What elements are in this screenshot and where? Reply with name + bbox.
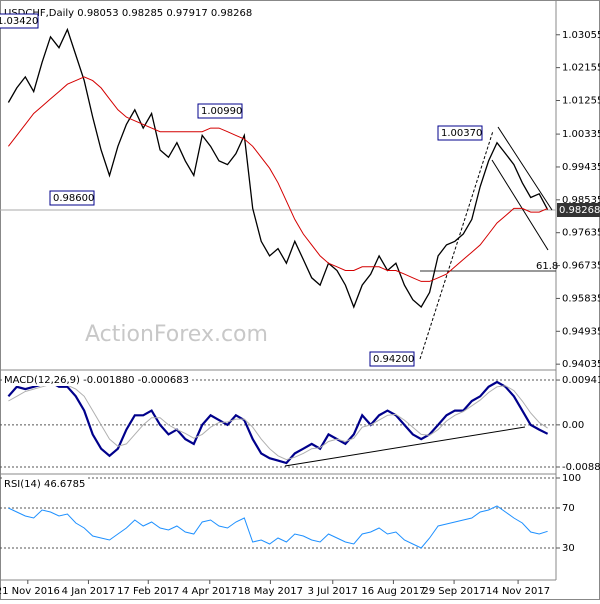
x-tick-label: 3 Jul 2017 — [308, 586, 358, 597]
annotation: 61.8 — [536, 261, 558, 272]
annotation: 1.00370 — [441, 128, 482, 139]
y-tick-label: 0.00 — [562, 420, 584, 431]
y-tick-label: 0.96735 — [562, 261, 600, 272]
y-tick-label: 0.95835 — [562, 293, 600, 304]
y-tick-label: -0.008852 — [562, 462, 600, 473]
title-bg — [2, 373, 191, 386]
y-tick-label: 0.98535 — [562, 195, 600, 206]
watermark: ActionForex.com — [85, 322, 268, 347]
title-bg — [2, 6, 259, 19]
title-bg — [2, 477, 88, 490]
x-tick-label: 18 May 2017 — [238, 586, 303, 597]
y-tick-label: 0.94035 — [562, 359, 600, 370]
last-price: 0.98268 — [559, 205, 600, 216]
annotation: 1.00990 — [201, 106, 242, 117]
annotation-box — [49, 190, 95, 206]
x-tick-label: 21 Nov 2016 — [0, 586, 60, 597]
annotation: 0.98600 — [53, 193, 94, 204]
series-line — [8, 76, 548, 282]
panel-title: MACD(12,26,9) -0.001880 -0.000683 — [4, 375, 189, 386]
y-tick-label: 0.99435 — [562, 162, 600, 173]
channel-line — [491, 159, 549, 251]
panel-title: RSI(14) 46.6785 — [4, 479, 85, 490]
annotation: 1.03420 — [0, 16, 38, 27]
x-tick-label: 14 Nov 2017 — [486, 586, 550, 597]
series-line — [7, 27, 549, 309]
series-line — [8, 383, 548, 461]
macd-trend-line — [284, 426, 526, 467]
series-line — [8, 505, 548, 549]
x-tick-label: 29 Sep 2017 — [422, 586, 485, 597]
annotation-box — [369, 351, 415, 367]
y-tick-label: 100 — [562, 473, 581, 484]
y-tick-label: 0.009411 — [562, 375, 600, 386]
y-tick-label: 1.02155 — [562, 63, 600, 74]
y-tick-label: 1.00335 — [562, 129, 600, 140]
y-tick-label: 70 — [562, 503, 575, 514]
x-tick-label: 4 Jan 2017 — [62, 586, 116, 597]
annotation-box — [197, 103, 243, 119]
y-tick-label: 30 — [562, 543, 575, 554]
y-tick-label: 0.94935 — [562, 326, 600, 337]
x-tick-label: 16 Aug 2017 — [361, 586, 425, 597]
y-tick-label: 1.03055 — [562, 30, 600, 41]
x-tick-label: 17 Feb 2017 — [117, 586, 179, 597]
last-price-box — [557, 203, 600, 217]
x-tick-label: 4 Apr 2017 — [182, 586, 237, 597]
annotation-box — [437, 125, 483, 141]
y-tick-label: 0.97635 — [562, 228, 600, 239]
annotation: 0.94200 — [373, 354, 414, 365]
channel-line — [497, 126, 553, 211]
y-tick-label: 1.01255 — [562, 95, 600, 106]
series-line — [7, 380, 549, 465]
annotation-box — [0, 13, 39, 29]
panel-title: USDCHF,Daily 0.98053 0.98285 0.97917 0.9… — [4, 8, 252, 19]
